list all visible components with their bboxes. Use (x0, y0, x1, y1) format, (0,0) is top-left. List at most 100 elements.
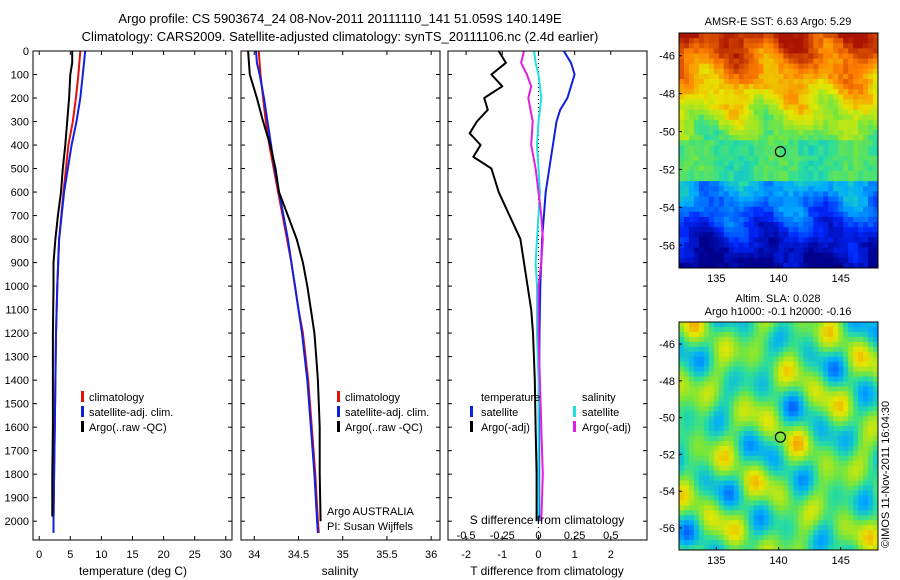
heatmap-cell (773, 237, 779, 243)
heatmap-cell (698, 176, 705, 182)
heatmap-cell (723, 421, 730, 427)
heatmap-cell (863, 490, 869, 496)
heatmap-cell (793, 495, 799, 501)
heatmap-cell (698, 515, 705, 521)
heatmap-cell (743, 247, 750, 254)
heatmap-cell (843, 322, 849, 328)
heatmap-cell (773, 140, 779, 146)
heatmap-cell (823, 124, 829, 131)
heatmap-cell (743, 191, 750, 197)
heatmap-cell (858, 431, 864, 437)
heatmap-cell (718, 33, 725, 39)
heatmap-cell (788, 135, 794, 141)
heatmap-cell (853, 242, 859, 248)
heatmap-cell (823, 165, 829, 172)
heatmap-cell (858, 114, 864, 121)
depth-tick-label: 800 (11, 234, 29, 246)
heatmap-cell (778, 470, 784, 477)
heatmap-cell (833, 257, 839, 264)
heatmap-cell (813, 130, 819, 136)
legend-swatch-argo (81, 421, 84, 432)
heatmap-cell (738, 366, 745, 372)
heatmap-cell (688, 191, 695, 197)
heatmap-cell (703, 480, 710, 486)
heatmap-cell (679, 426, 685, 432)
heatmap-cell (828, 361, 834, 368)
heatmap-cell (708, 114, 715, 121)
heatmap-cell (853, 247, 859, 254)
heatmap-cell (788, 416, 794, 422)
heatmap-cell (818, 421, 824, 427)
heatmap-cell (688, 490, 695, 496)
heatmap-cell (758, 257, 764, 264)
heatmap-cell (803, 346, 809, 353)
heatmap-cell (683, 391, 690, 397)
heatmap-cell (843, 114, 849, 121)
heatmap-cell (858, 480, 864, 486)
depth-tick-label: 1400 (5, 375, 29, 387)
heatmap-cell (718, 124, 725, 131)
heatmap-cell (713, 505, 720, 511)
heatmap-cell (728, 440, 735, 447)
heatmap-cell (758, 63, 764, 70)
heatmap-cell (823, 114, 829, 121)
heatmap-cell (818, 94, 824, 100)
heatmap-cell (833, 33, 839, 39)
heatmap-cell (683, 460, 690, 467)
heatmap-cell (868, 520, 874, 526)
heatmap-cell (718, 130, 725, 136)
heatmap-cell (813, 465, 819, 472)
heatmap-cell (733, 361, 740, 368)
heatmap-cell (868, 135, 874, 141)
heatmap-cell (873, 78, 879, 85)
heatmap-cell (748, 351, 755, 358)
heatmap-cell (783, 336, 789, 343)
heatmap-cell (778, 150, 784, 157)
heatmap-cell (783, 160, 789, 167)
heatmap-cell (788, 520, 794, 526)
heatmap-cell (818, 436, 824, 442)
heatmap-cell (698, 545, 705, 551)
heatmap-cell (858, 252, 864, 259)
heatmap-cell (828, 89, 834, 95)
heatmap-cell (748, 525, 755, 531)
heatmap-cell (773, 201, 779, 208)
heatmap-cell (813, 38, 819, 44)
heatmap-cell (738, 445, 745, 452)
heatmap-cell (838, 500, 844, 506)
heatmap-cell (703, 356, 710, 363)
heatmap-cell (863, 155, 869, 162)
heatmap-cell (828, 376, 834, 382)
heatmap-cell (743, 520, 750, 526)
heatmap-cell (848, 140, 854, 146)
heatmap-cell (703, 135, 710, 141)
heatmap-cell (868, 445, 874, 452)
heatmap-cell (738, 237, 745, 243)
heatmap-cell (718, 242, 725, 248)
heatmap-cell (833, 252, 839, 259)
heatmap-cell (788, 525, 794, 531)
heatmap-cell (748, 58, 755, 65)
heatmap-cell (838, 191, 844, 197)
heatmap-cell (798, 104, 804, 111)
heatmap-cell (793, 227, 799, 233)
heatmap-cell (679, 33, 685, 39)
heatmap-cell (858, 99, 864, 105)
heatmap-cell (748, 326, 755, 333)
heatmap-cell (768, 431, 774, 437)
heatmap-cell (773, 58, 779, 65)
heatmap-cell (868, 63, 874, 70)
heatmap-cell (853, 391, 859, 397)
heatmap-cell (808, 150, 814, 157)
heatmap-cell (793, 376, 799, 382)
heatmap-cell (773, 33, 779, 39)
heatmap-cell (853, 371, 859, 377)
heatmap-cell (713, 341, 720, 348)
heatmap-cell (808, 216, 814, 223)
heatmap-cell (853, 211, 859, 218)
heatmap-cell (723, 445, 730, 452)
heatmap-cell (868, 196, 874, 202)
heatmap-cell (873, 535, 879, 541)
heatmap-cell (758, 396, 764, 402)
heatmap-cell (843, 545, 849, 551)
